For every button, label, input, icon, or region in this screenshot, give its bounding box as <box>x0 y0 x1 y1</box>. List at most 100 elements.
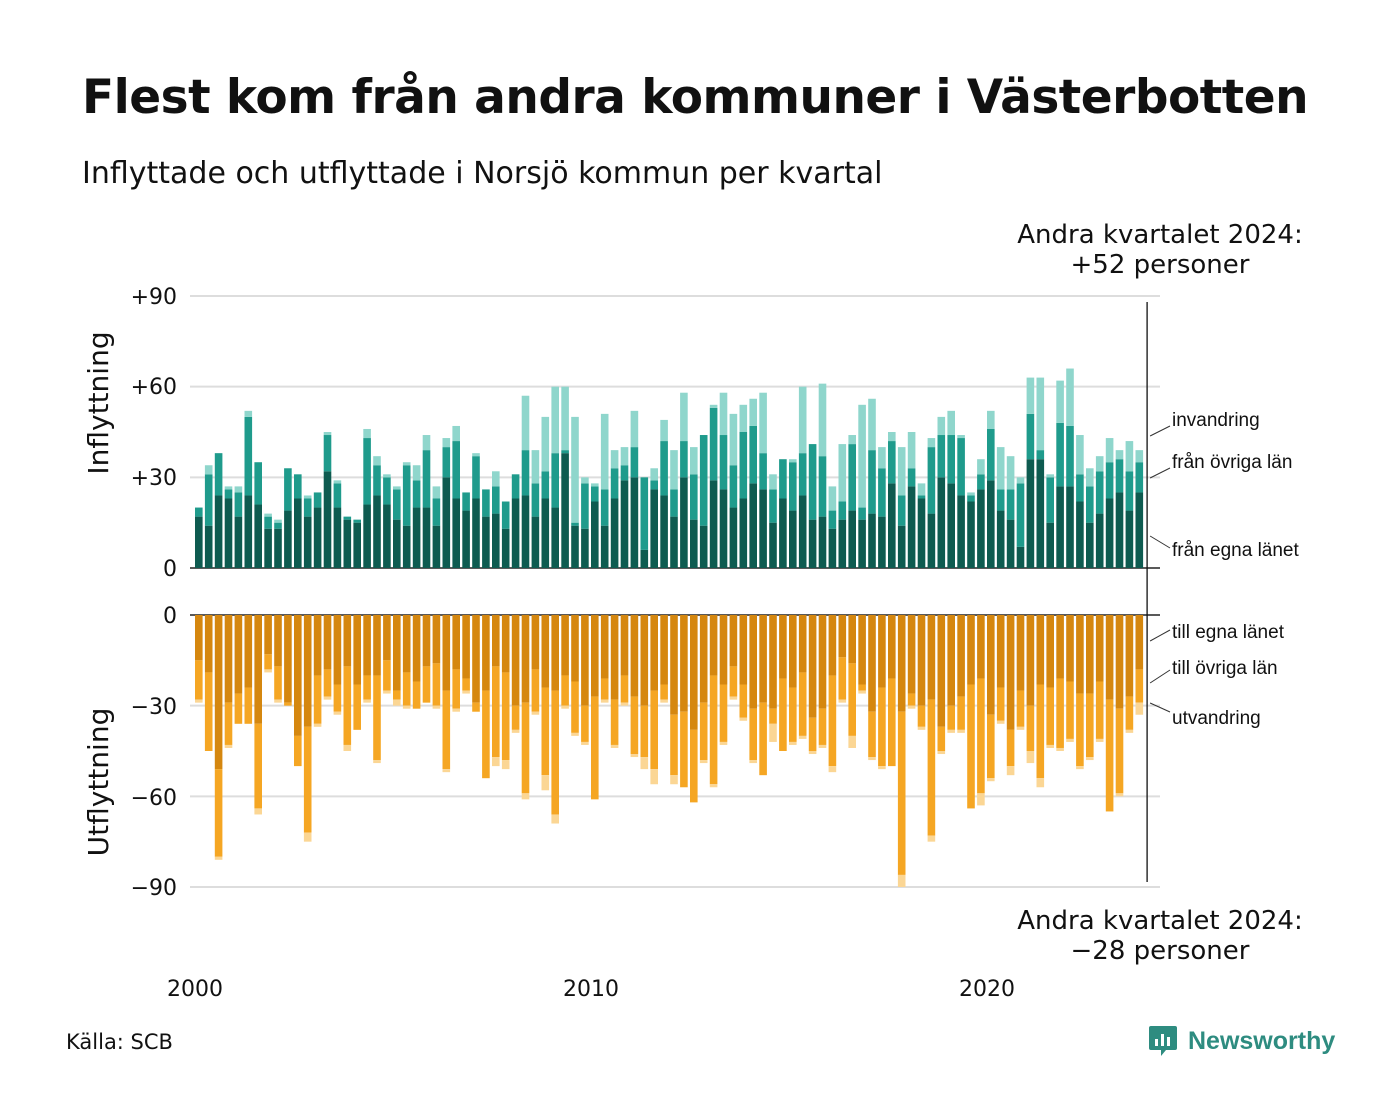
bar-ut-lan <box>501 615 510 673</box>
bar-in-ovriga <box>353 519 361 523</box>
bar-ut-utvandring <box>640 757 649 770</box>
bar-ut-utvandring <box>214 856 223 860</box>
bar-ut-utvandring <box>1046 744 1054 748</box>
x-tick-2020: 2020 <box>959 977 1015 1002</box>
bar-in-ovriga <box>422 450 431 508</box>
bar-ut-lan <box>551 615 559 691</box>
y-axis-title-bottom: Utflyttning <box>82 708 115 857</box>
bar-ut-utvandring <box>501 760 510 770</box>
bar-ut-ovriga <box>878 687 886 767</box>
bar-in-lan <box>412 507 421 568</box>
bar-ut-lan <box>987 615 995 715</box>
bar-ut-ovriga <box>323 669 332 697</box>
bar-ut-utvandring <box>1056 747 1064 751</box>
bar-in-invandring <box>1076 435 1084 475</box>
bar-in-ovriga <box>363 438 371 505</box>
x-tick-2000: 2000 <box>167 977 223 1002</box>
label-fran-egna-lanet: från egna länet <box>1172 540 1299 561</box>
bar-in-lan <box>551 507 559 568</box>
bar-in-lan <box>1076 501 1084 568</box>
bar-in-ovriga <box>719 435 728 490</box>
bar-in-lan <box>610 498 619 568</box>
bar-ut-lan <box>927 615 936 700</box>
bar-ut-utvandring <box>571 732 579 736</box>
bar-in-ovriga <box>234 492 243 517</box>
bar-in-lan <box>521 495 530 568</box>
bar-ut-utvandring <box>1115 793 1124 797</box>
bar-ut-utvandring <box>897 874 906 887</box>
bar-in-ovriga <box>957 438 965 496</box>
bar-in-lan <box>858 519 866 568</box>
bar-ut-utvandring <box>1036 778 1045 788</box>
bar-ut-ovriga <box>729 666 738 697</box>
bar-in-ovriga <box>264 516 272 529</box>
bar-ut-lan <box>650 615 658 691</box>
bar-ut-lan <box>610 615 619 700</box>
bar-ut-lan <box>749 615 757 709</box>
bar-ut-ovriga <box>947 705 955 730</box>
bar-in-invandring <box>907 432 916 469</box>
bar-ut-ovriga <box>1125 696 1134 730</box>
bar-ut-utvandring <box>620 702 629 706</box>
bar-in-invandring <box>650 468 658 481</box>
bar-in-invandring <box>323 432 332 436</box>
label-leader <box>1149 669 1171 684</box>
bar-in-invandring <box>442 438 451 448</box>
bar-in-invandring <box>402 462 411 466</box>
bar-ut-utvandring <box>274 699 282 703</box>
migration-chart: Inflyttning Utflyttning 0 +30 +60 +90 0 … <box>82 285 1299 1002</box>
bar-ut-lan <box>620 615 629 676</box>
bar-in-ovriga <box>987 428 995 481</box>
bar-in-ovriga <box>838 501 847 520</box>
bar-in-invandring <box>996 447 1005 490</box>
bar-ut-utvandring <box>1016 726 1025 730</box>
bar-in-ovriga <box>868 450 876 514</box>
bar-ut-lan <box>947 615 955 706</box>
bar-ut-ovriga <box>927 699 936 836</box>
bar-ut-lan <box>828 615 837 676</box>
bar-ut-utvandring <box>789 741 797 745</box>
bar-ut-utvandring <box>393 699 401 706</box>
bar-ut-utvandring <box>373 760 381 764</box>
bar-in-lan <box>838 519 847 568</box>
bar-in-ovriga <box>1026 413 1035 460</box>
bar-in-lan <box>957 495 965 568</box>
y-axis-title-top: Inflyttning <box>82 331 115 474</box>
bar-ut-ovriga <box>818 708 827 745</box>
bar-in-ovriga <box>294 474 302 499</box>
bar-ut-lan <box>1135 615 1144 670</box>
bar-ut-lan <box>402 615 411 673</box>
bar-ut-utvandring <box>660 699 668 703</box>
bar-ut-ovriga <box>1026 705 1035 751</box>
bar-ut-utvandring <box>432 705 441 709</box>
bar-in-ovriga <box>818 456 827 517</box>
label-till-egna-lanet: till egna länet <box>1172 622 1285 643</box>
bar-ut-lan <box>482 615 490 691</box>
bar-in-lan <box>818 516 827 568</box>
bar-in-invandring <box>591 483 599 487</box>
bar-ut-ovriga <box>531 669 540 712</box>
bar-in-ovriga <box>244 416 253 496</box>
bar-ut-lan <box>838 615 847 658</box>
bar-in-lan <box>492 513 500 568</box>
bar-ut-ovriga <box>660 684 668 700</box>
bar-in-ovriga <box>739 432 748 499</box>
bar-in-lan <box>204 525 213 568</box>
bar-in-ovriga <box>432 498 441 526</box>
bar-ut-lan <box>868 615 876 712</box>
bar-ut-lan <box>581 615 589 706</box>
bar-ut-utvandring <box>1125 729 1134 733</box>
bar-ut-lan <box>937 615 946 727</box>
bar-in-invandring <box>1026 377 1035 414</box>
bar-ut-lan <box>541 615 550 688</box>
bar-ut-lan <box>264 615 272 655</box>
bar-ut-ovriga <box>234 693 243 724</box>
bar-ut-utvandring <box>541 775 550 791</box>
bar-in-lan <box>937 477 946 568</box>
bar-in-invandring <box>422 435 431 451</box>
bar-ut-ovriga <box>848 663 856 736</box>
bar-ut-ovriga <box>264 654 272 670</box>
bar-in-lan <box>749 483 757 568</box>
bar-ut-utvandring <box>977 793 985 806</box>
bar-ut-lan <box>907 615 916 694</box>
